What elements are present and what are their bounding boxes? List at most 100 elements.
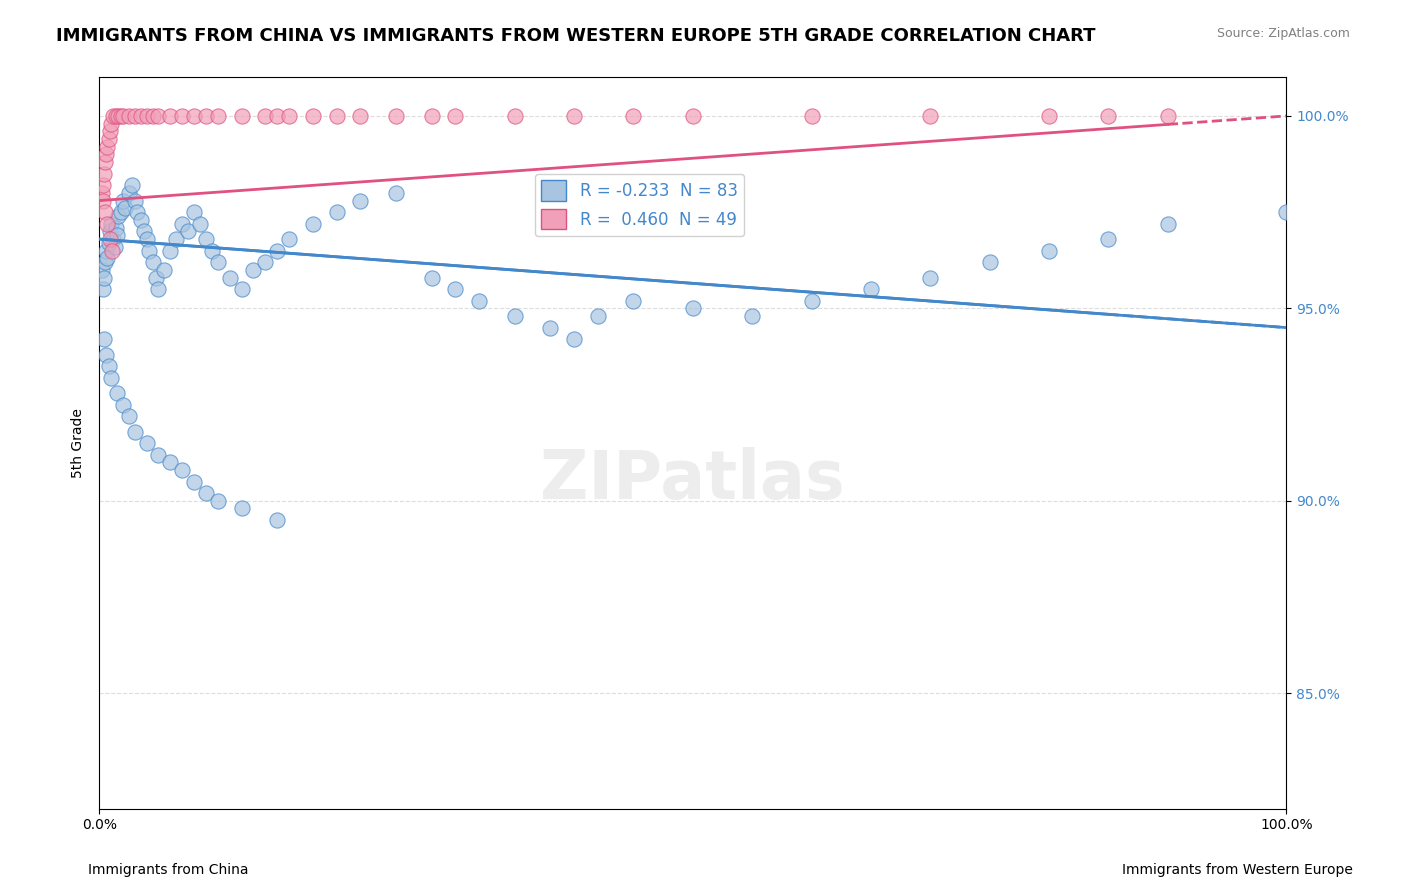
Point [96, 217, 118, 231]
Point [444, 109, 467, 123]
Point [148, 109, 170, 123]
Legend: R = -0.233  N = 83, R =  0.460  N = 49: R = -0.233 N = 83, R = 0.460 N = 49 [534, 174, 744, 235]
Point [800, 109, 823, 123]
Point [142, 255, 165, 269]
Point [503, 309, 526, 323]
Point [1038, 244, 1060, 258]
Point [94, 205, 117, 219]
Text: Immigrants from China: Immigrants from China [89, 863, 249, 877]
Point [96, 252, 118, 266]
Point [623, 293, 645, 308]
Point [302, 217, 325, 231]
Point [172, 217, 194, 231]
Point [1097, 232, 1119, 246]
Point [420, 109, 443, 123]
Point [105, 228, 128, 243]
Point [207, 109, 229, 123]
Point [201, 244, 224, 258]
Point [105, 386, 128, 401]
Point [91, 178, 114, 193]
Point [195, 486, 218, 500]
Point [183, 205, 205, 219]
Point [104, 220, 127, 235]
Point [148, 448, 170, 462]
Point [195, 109, 218, 123]
Point [129, 212, 152, 227]
Point [325, 109, 347, 123]
Point [90, 186, 112, 200]
Text: ZIPatlas: ZIPatlas [540, 447, 845, 513]
Point [118, 186, 141, 200]
Point [538, 320, 561, 334]
Point [231, 501, 253, 516]
Point [93, 167, 115, 181]
Text: Source: ZipAtlas.com: Source: ZipAtlas.com [1216, 27, 1350, 40]
Point [145, 270, 167, 285]
Y-axis label: 5th Grade: 5th Grade [72, 409, 86, 478]
Point [110, 109, 132, 123]
Point [1157, 109, 1180, 123]
Point [121, 178, 143, 193]
Point [107, 109, 129, 123]
Point [920, 109, 942, 123]
Point [183, 475, 205, 489]
Point [266, 244, 288, 258]
Point [111, 398, 134, 412]
Point [349, 109, 371, 123]
Point [101, 244, 124, 258]
Point [1157, 217, 1180, 231]
Point [135, 109, 157, 123]
Point [91, 194, 114, 208]
Point [124, 425, 146, 439]
Point [100, 217, 122, 231]
Point [207, 255, 229, 269]
Point [266, 109, 288, 123]
Point [165, 232, 187, 246]
Point [96, 347, 118, 361]
Point [110, 205, 132, 219]
Point [183, 109, 205, 123]
Point [325, 205, 347, 219]
Point [97, 235, 120, 250]
Point [90, 263, 112, 277]
Point [1275, 205, 1298, 219]
Point [302, 109, 325, 123]
Text: IMMIGRANTS FROM CHINA VS IMMIGRANTS FROM WESTERN EUROPE 5TH GRADE CORRELATION CH: IMMIGRANTS FROM CHINA VS IMMIGRANTS FROM… [56, 27, 1095, 45]
Point [138, 244, 160, 258]
Point [135, 232, 157, 246]
Point [98, 224, 121, 238]
Point [135, 436, 157, 450]
Point [111, 194, 134, 208]
Point [127, 205, 149, 219]
Point [124, 109, 146, 123]
Point [188, 217, 211, 231]
Point [562, 332, 585, 346]
Point [159, 244, 181, 258]
Point [682, 109, 704, 123]
Point [96, 244, 118, 258]
Point [94, 255, 117, 269]
Point [93, 332, 115, 346]
Point [623, 109, 645, 123]
Point [91, 282, 114, 296]
Point [142, 109, 165, 123]
Point [385, 109, 408, 123]
Point [97, 359, 120, 373]
Point [118, 409, 141, 424]
Point [503, 109, 526, 123]
Point [107, 209, 129, 223]
Point [118, 109, 141, 123]
Point [278, 109, 301, 123]
Point [159, 455, 181, 469]
Point [586, 309, 609, 323]
Point [100, 117, 122, 131]
Point [231, 109, 253, 123]
Point [800, 293, 823, 308]
Point [114, 202, 136, 216]
Point [562, 109, 585, 123]
Point [129, 109, 152, 123]
Point [159, 109, 181, 123]
Point [979, 255, 1001, 269]
Point [148, 282, 170, 296]
Point [254, 255, 277, 269]
